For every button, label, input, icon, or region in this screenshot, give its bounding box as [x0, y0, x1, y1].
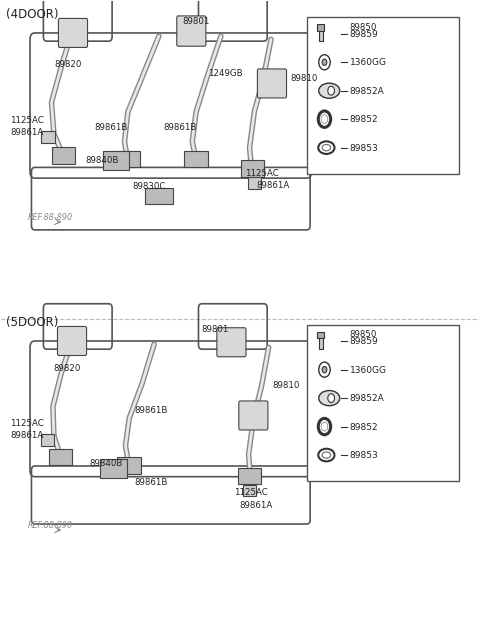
Bar — [238, 468, 261, 484]
Text: 89820: 89820 — [53, 365, 80, 373]
Circle shape — [319, 55, 330, 70]
Text: 1360GG: 1360GG — [350, 58, 387, 67]
Circle shape — [328, 394, 335, 403]
Text: REF.88-890: REF.88-890 — [28, 521, 73, 530]
Text: 89810: 89810 — [290, 74, 317, 83]
Circle shape — [318, 111, 331, 127]
Bar — [117, 457, 141, 474]
FancyBboxPatch shape — [58, 327, 86, 356]
Text: 89852A: 89852A — [350, 394, 384, 403]
Circle shape — [321, 422, 328, 431]
Bar — [317, 24, 324, 30]
Bar — [41, 131, 55, 143]
Text: 1125AC: 1125AC — [10, 418, 44, 427]
FancyBboxPatch shape — [59, 18, 87, 48]
Bar — [319, 27, 323, 41]
FancyBboxPatch shape — [177, 16, 206, 46]
Bar — [307, 325, 458, 481]
Text: 89850: 89850 — [350, 23, 377, 32]
Circle shape — [319, 362, 330, 377]
FancyBboxPatch shape — [257, 69, 287, 98]
FancyBboxPatch shape — [239, 401, 268, 430]
Circle shape — [328, 86, 335, 95]
Text: 89820: 89820 — [54, 60, 81, 69]
Bar — [241, 160, 264, 177]
Circle shape — [322, 366, 327, 373]
Text: 1249GB: 1249GB — [207, 69, 242, 78]
Text: 1360GG: 1360GG — [350, 366, 387, 375]
Bar — [52, 147, 75, 164]
Bar — [100, 459, 127, 478]
Text: 89850: 89850 — [350, 330, 377, 339]
Text: 89852: 89852 — [350, 423, 378, 432]
Text: 89840B: 89840B — [85, 156, 118, 165]
Ellipse shape — [318, 141, 335, 154]
Bar — [307, 17, 458, 174]
Circle shape — [322, 59, 327, 65]
Text: (5DOOR): (5DOOR) — [6, 316, 59, 328]
Text: (4DOOR): (4DOOR) — [6, 8, 59, 20]
Ellipse shape — [322, 145, 331, 151]
Bar — [144, 188, 173, 204]
Ellipse shape — [319, 391, 340, 406]
Text: 89861A: 89861A — [239, 501, 272, 510]
Text: 89810: 89810 — [273, 380, 300, 390]
Bar — [184, 151, 208, 167]
Bar — [248, 178, 261, 189]
Bar — [41, 434, 54, 446]
Text: 89861A: 89861A — [257, 181, 290, 190]
Ellipse shape — [319, 83, 340, 98]
Text: REF.88-890: REF.88-890 — [28, 213, 73, 222]
Text: 89859: 89859 — [350, 337, 379, 346]
Text: 89861B: 89861B — [134, 478, 168, 487]
Text: 1125AC: 1125AC — [10, 115, 44, 124]
Text: 89840B: 89840B — [90, 459, 123, 468]
Text: 89852A: 89852A — [350, 87, 384, 96]
Text: 89853: 89853 — [350, 451, 379, 460]
Bar — [103, 151, 129, 170]
Text: 89830C: 89830C — [132, 183, 166, 191]
Circle shape — [321, 115, 328, 124]
Text: 89861A: 89861A — [10, 431, 43, 440]
Text: 89859: 89859 — [350, 30, 379, 39]
Circle shape — [318, 418, 331, 435]
Text: 89801: 89801 — [183, 17, 210, 26]
Text: 1125AC: 1125AC — [234, 488, 268, 497]
Text: 1125AC: 1125AC — [245, 169, 278, 178]
Bar — [317, 332, 324, 338]
Bar — [116, 151, 140, 167]
Text: 89801: 89801 — [202, 325, 229, 334]
Bar — [49, 449, 72, 465]
Text: 89861B: 89861B — [134, 406, 168, 415]
Text: 89852: 89852 — [350, 115, 378, 124]
Text: 89853: 89853 — [350, 144, 379, 153]
Ellipse shape — [318, 449, 335, 462]
Bar — [243, 485, 256, 496]
FancyBboxPatch shape — [217, 328, 246, 357]
Text: 89861B: 89861B — [164, 123, 197, 132]
Ellipse shape — [322, 452, 331, 458]
Text: 89861A: 89861A — [10, 128, 43, 137]
Bar — [319, 335, 323, 349]
Text: 89861B: 89861B — [95, 123, 128, 132]
